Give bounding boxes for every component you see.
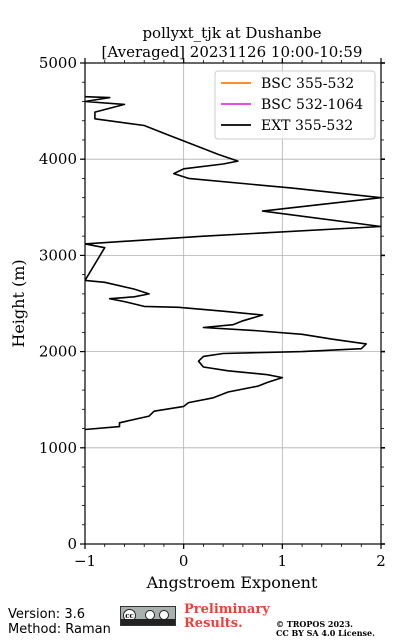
x-axis-label: Angstroem Exponent [146,573,318,592]
copyright-note: © TROPOS 2023. CC BY SA 4.0 License. [276,620,375,638]
preliminary-line-1: Preliminary [184,602,270,617]
plot-series [85,95,381,431]
angstroem-profile-chart: pollyxt_tjk at Dushanbe[Averaged] 202311… [9,24,386,592]
copyright-line-1: © TROPOS 2023. [276,619,353,629]
series-line [85,95,381,431]
y-tick-label: 3000 [39,246,77,264]
cc-license-icon: cc [120,606,176,626]
chart-title-line: pollyxt_tjk at Dushanbe [142,24,321,42]
plot-frame [84,62,382,545]
copyright-line-2: CC BY SA 4.0 License. [276,628,375,638]
y-axis-label: Height (m) [9,259,28,347]
x-tick-label: −1 [74,552,96,570]
version-text: Version: 3.6 [8,607,85,622]
y-tick-label: 4000 [39,150,77,168]
x-tick-label: 1 [278,552,288,570]
preliminary-results-note: Preliminary Results. [184,603,270,631]
y-tick-label: 1000 [39,439,77,457]
x-tick-label: 2 [376,552,386,570]
method-text: Method: Raman [8,622,111,637]
y-tick-label: 2000 [39,343,77,361]
legend-label: BSC 355-532 [261,76,354,92]
chart-title: pollyxt_tjk at Dushanbe[Averaged] 202311… [102,24,363,61]
cc-logo-icon: cc [123,609,136,622]
preliminary-line-2: Results. [184,616,243,631]
chart-title-line: [Averaged] 20231126 10:00-10:59 [102,43,363,61]
legend-label: BSC 532-1064 [261,97,363,113]
legend: BSC 355-532 BSC 532-1064 EXT 355-532 [214,70,376,140]
legend-box [214,70,376,140]
license-strip [121,619,175,625]
x-tick-label: 0 [179,552,189,570]
y-tick-label: 0 [67,535,77,553]
legend-label: EXT 355-532 [261,118,353,134]
y-tick-label: 5000 [39,54,77,72]
axis-labels: Angstroem Exponent Height (m) [9,259,318,592]
